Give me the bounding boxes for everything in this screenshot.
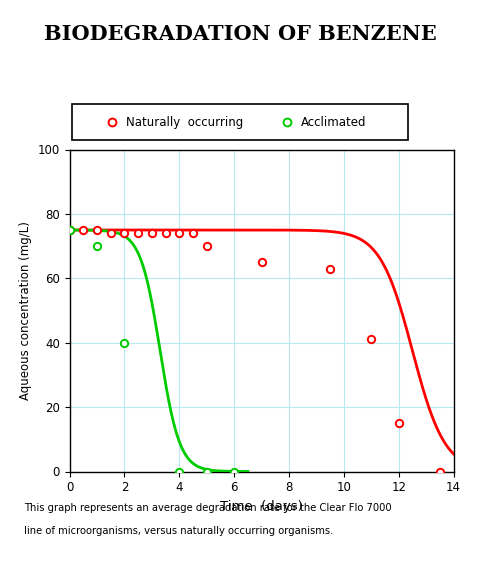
Point — [203, 467, 211, 476]
Point — [120, 229, 128, 238]
X-axis label: Time  (days): Time (days) — [220, 500, 303, 513]
Point — [326, 264, 334, 273]
Point — [203, 242, 211, 251]
Point — [66, 225, 73, 235]
Text: This graph represents an average degradation rate for the Clear Flo 7000: This graph represents an average degrada… — [24, 503, 392, 513]
Point — [148, 229, 156, 238]
Point — [66, 225, 73, 235]
Point — [107, 229, 115, 238]
Point — [162, 229, 169, 238]
Point — [80, 225, 87, 235]
Point — [189, 229, 197, 238]
Point — [368, 335, 375, 344]
Y-axis label: Aqueous concentration (mg/L): Aqueous concentration (mg/L) — [19, 221, 32, 400]
Point — [176, 467, 183, 476]
Point — [93, 242, 101, 251]
Text: BIODEGRADATION OF BENZENE: BIODEGRADATION OF BENZENE — [44, 24, 436, 44]
Point — [120, 338, 128, 347]
Point — [436, 467, 444, 476]
Point — [108, 118, 116, 127]
Text: Acclimated: Acclimated — [300, 116, 366, 129]
Point — [230, 467, 238, 476]
Text: line of microorganisms, versus naturally occurring organisms.: line of microorganisms, versus naturally… — [24, 526, 334, 536]
Point — [93, 225, 101, 235]
Point — [283, 118, 291, 127]
Point — [258, 258, 265, 267]
Point — [176, 229, 183, 238]
FancyBboxPatch shape — [72, 104, 408, 140]
Point — [395, 419, 403, 428]
Point — [134, 229, 142, 238]
Text: Naturally  occurring: Naturally occurring — [126, 116, 243, 129]
